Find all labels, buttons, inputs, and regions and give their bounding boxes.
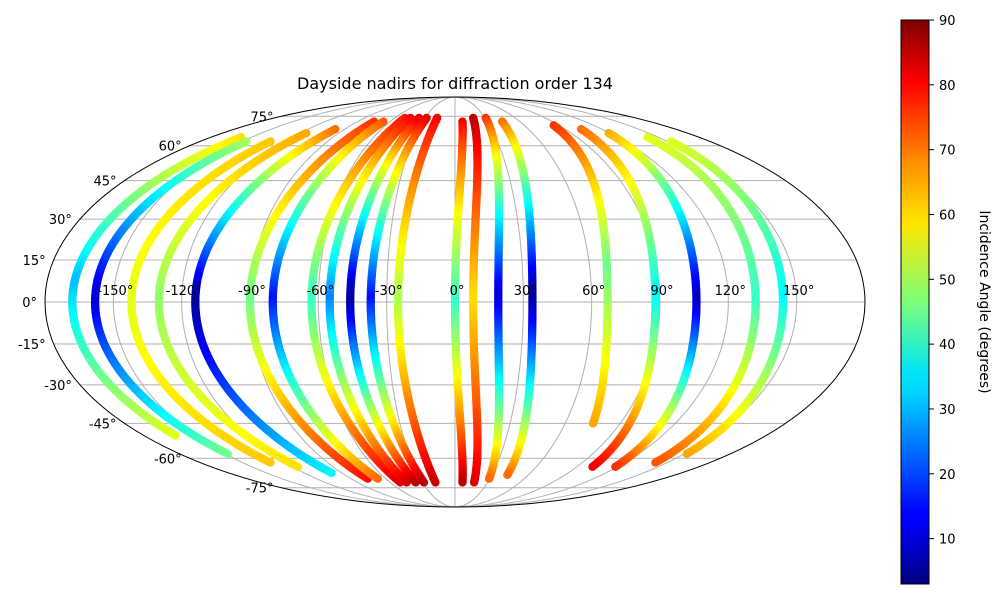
nadir-point — [419, 478, 429, 487]
longitude-gridline — [317, 96, 456, 508]
latitude-tick-label: -15° — [18, 338, 46, 353]
colorbar-gradient — [900, 19, 930, 585]
nadir-point — [373, 474, 382, 483]
latitude-tick-label: 45° — [94, 175, 117, 190]
nadir-point — [588, 419, 598, 428]
orbit-track — [469, 113, 482, 487]
colorbar-ticks: 10 20 30 40 50 60 70 80 90 — [929, 14, 956, 548]
nadir-point — [327, 468, 336, 478]
orbit-track — [127, 137, 275, 467]
latitude-tick-label: 0° — [22, 296, 37, 311]
nadir-point — [171, 431, 180, 440]
nadir-point — [431, 478, 440, 487]
longitude-gridline — [454, 96, 524, 508]
longitude-tick-label: -90° — [238, 284, 266, 299]
nadir-point — [458, 478, 467, 487]
nadir-point — [293, 462, 303, 471]
nadir-point — [484, 474, 494, 483]
nadir-point — [682, 449, 691, 459]
nadir-point — [588, 462, 597, 471]
colorbar: 10 20 30 40 50 60 70 80 90 Incidence Angle (degr… — [900, 14, 992, 585]
longitude-tick-label: 0° — [450, 284, 465, 299]
colorbar-tick-label: 10 — [939, 533, 956, 548]
longitude-gridline — [454, 96, 661, 508]
nadir-point — [223, 449, 232, 459]
nadir-point — [503, 470, 512, 480]
orbit-track — [481, 113, 504, 483]
longitude-tick-labels: -150° -120° -90° -60° -30° 0° 30° 60° 90° 120° 150… — [97, 284, 814, 299]
nadir-points — [68, 113, 788, 487]
latitude-tick-label: 75° — [250, 110, 273, 125]
nadir-point — [651, 458, 660, 467]
latitude-tick-label: -60° — [154, 452, 182, 467]
latitude-tick-label: -45° — [89, 417, 117, 432]
orbit-track — [90, 137, 251, 459]
orbit-track — [154, 128, 311, 471]
orbit-track — [325, 113, 415, 487]
chart-title: Dayside nadirs for diffraction order 134 — [297, 74, 613, 93]
latitude-tick-label: -30° — [44, 379, 72, 394]
latitude-tick-label: -75° — [246, 482, 274, 497]
orbit-track — [68, 133, 246, 440]
colorbar-tick-label: 40 — [939, 338, 956, 353]
longitude-tick-label: -30° — [375, 284, 403, 299]
colorbar-tick-label: 60 — [939, 208, 956, 223]
colorbar-label: Incidence Angle (degrees) — [976, 210, 992, 393]
latitude-tick-label: 15° — [23, 254, 46, 269]
longitude-tick-label: 90° — [650, 284, 673, 299]
longitude-tick-label: -60° — [306, 284, 334, 299]
longitude-tick-label: 60° — [582, 284, 605, 299]
latitude-tick-label: 30° — [49, 213, 72, 228]
orbit-track — [268, 117, 388, 483]
colorbar-tick-label: 20 — [939, 468, 956, 483]
nadir-point — [611, 462, 620, 471]
longitude-tick-label: 120° — [715, 284, 746, 299]
colorbar-tick-label: 50 — [939, 273, 956, 288]
orbit-track — [245, 117, 379, 483]
latitude-tick-label: 60° — [159, 140, 182, 155]
nadir-point — [469, 478, 479, 487]
longitude-tick-label: -120° — [166, 284, 202, 299]
nadir-point — [266, 458, 275, 467]
colorbar-tick-label: 30 — [939, 403, 956, 418]
orbit-track — [191, 124, 340, 478]
longitude-gridline — [454, 96, 593, 508]
colorbar-tick-label: 90 — [939, 14, 956, 29]
longitude-tick-label: 150° — [783, 284, 814, 299]
colorbar-tick-label: 70 — [939, 144, 956, 159]
colorbar-tick-label: 80 — [939, 79, 956, 94]
longitude-tick-label: 30° — [514, 284, 537, 299]
longitude-tick-label: -150° — [97, 284, 133, 299]
